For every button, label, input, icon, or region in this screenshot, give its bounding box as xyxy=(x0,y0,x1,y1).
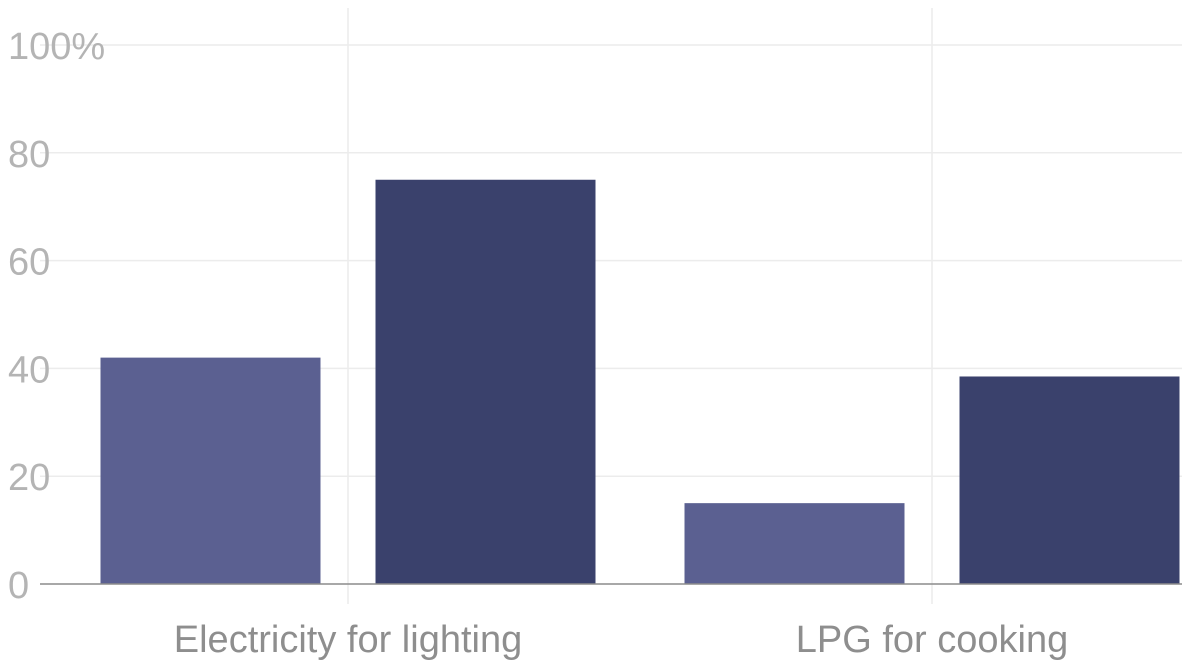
y-tick-label-20: 20 xyxy=(8,457,50,499)
y-tick-label-80: 80 xyxy=(8,134,50,176)
bar-0-1 xyxy=(375,179,596,584)
x-tick-label-0: Electricity for lighting xyxy=(174,619,522,661)
bar-1-0 xyxy=(684,503,905,584)
y-tick-label-40: 40 xyxy=(8,349,50,391)
x-axis: Electricity for lighting LPG for cooking xyxy=(40,583,1182,661)
y-tick-label-100: 100% xyxy=(8,26,105,68)
y-tick-label-60: 60 xyxy=(8,242,50,284)
x-tick-label-1: LPG for cooking xyxy=(796,619,1068,661)
y-tick-label-0: 0 xyxy=(8,565,29,607)
bar-1-1 xyxy=(959,376,1180,584)
bar-0-0 xyxy=(100,357,321,584)
bars xyxy=(100,179,1180,584)
y-axis: 0 20 40 60 80 100% xyxy=(8,26,105,607)
